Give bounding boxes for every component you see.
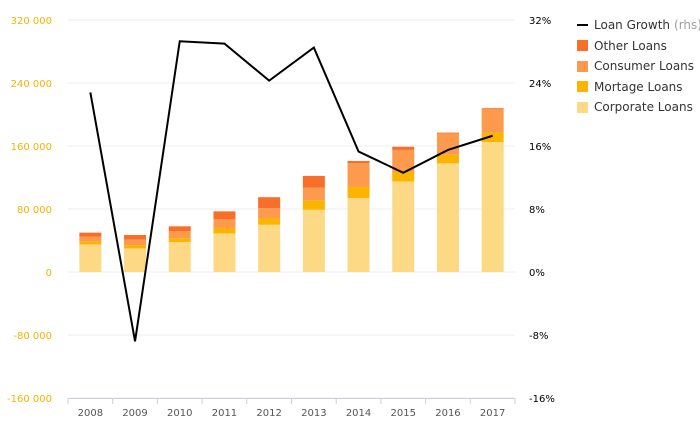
legend-color-swatch xyxy=(577,81,588,93)
bar-corporate-loans xyxy=(79,244,102,272)
x-axis-tick-label: 2010 xyxy=(167,408,192,419)
legend-label-suffix: (rhs) xyxy=(674,18,700,33)
x-axis-tick-label: 2015 xyxy=(391,408,416,419)
right-axis-tick-label: 32% xyxy=(529,16,551,27)
x-axis-tick-label: 2009 xyxy=(122,408,147,419)
x-axis-tick-label: 2012 xyxy=(256,408,281,419)
bar-corporate-loans xyxy=(347,197,370,272)
loan-growth-line xyxy=(89,40,493,342)
legend-item[interactable]: Mortage Loans xyxy=(577,77,695,98)
bar-corporate-loans xyxy=(302,209,325,272)
legend-item[interactable]: Other Loans xyxy=(577,36,695,57)
right-axis-tick-label: -8% xyxy=(529,331,548,342)
x-axis-tick-label: 2014 xyxy=(346,408,371,419)
bar-consumer-loans xyxy=(302,187,325,201)
legend-color-swatch xyxy=(577,101,588,113)
bar-other-loans xyxy=(124,234,147,240)
legend-label: Other Loans xyxy=(594,38,667,53)
legend-item[interactable]: Loan Growth (rhs) xyxy=(577,15,700,36)
legend-label: Corporate Loans xyxy=(594,100,693,115)
x-axis-tick-label: 2011 xyxy=(212,408,237,419)
bar-mortage-loans xyxy=(168,238,191,243)
bar-corporate-loans xyxy=(481,142,504,272)
bar-other-loans xyxy=(436,132,459,134)
bar-consumer-loans xyxy=(436,133,459,155)
bar-consumer-loans xyxy=(79,236,102,242)
bar-mortage-loans xyxy=(481,132,504,143)
legend-color-swatch xyxy=(577,60,588,72)
legend-item[interactable]: Corporate Loans xyxy=(577,97,695,118)
bar-other-loans xyxy=(168,226,191,232)
right-axis-tick-label: 0% xyxy=(529,268,545,279)
bar-other-loans xyxy=(481,108,504,109)
bar-consumer-loans xyxy=(392,149,415,172)
bar-other-loans xyxy=(79,232,102,237)
x-axis-tick-label: 2016 xyxy=(435,408,460,419)
bar-other-loans xyxy=(347,160,370,164)
bar-other-loans xyxy=(302,175,325,188)
bar-consumer-loans xyxy=(168,231,191,239)
bar-mortage-loans xyxy=(213,227,236,234)
bar-consumer-loans xyxy=(258,208,281,219)
bar-mortage-loans xyxy=(258,218,281,225)
left-axis-tick-label: 240 000 xyxy=(11,79,52,90)
left-axis-tick-label: 80 000 xyxy=(17,205,52,216)
bar-consumer-loans xyxy=(213,219,236,228)
right-axis-tick-label: -16% xyxy=(529,394,555,405)
bar-mortage-loans xyxy=(79,241,102,245)
right-axis-tick-label: 16% xyxy=(529,142,551,153)
legend-label: Consumer Loans xyxy=(594,59,695,74)
x-axis-tick-label: 2017 xyxy=(480,408,505,419)
bar-mortage-loans xyxy=(392,171,415,182)
left-axis-tick-label: -80 000 xyxy=(13,331,52,342)
bar-corporate-loans xyxy=(124,248,147,272)
x-axis-tick-label: 2008 xyxy=(78,408,103,419)
bar-corporate-loans xyxy=(392,181,415,272)
right-axis-tick-label: 24% xyxy=(529,79,551,90)
bar-mortage-loans xyxy=(302,200,325,210)
bar-mortage-loans xyxy=(124,245,147,249)
legend: Loan Growth (rhs) Other Loans Consumer Loan… xyxy=(577,15,700,118)
right-axis-tick-label: 8% xyxy=(529,205,545,216)
bar-mortage-loans xyxy=(436,154,459,164)
bar-corporate-loans xyxy=(213,233,236,272)
x-axis-tick-label: 2013 xyxy=(301,408,326,419)
bar-corporate-loans xyxy=(258,224,281,272)
bar-consumer-loans xyxy=(124,239,147,246)
legend-label: Loan Growth xyxy=(594,18,671,33)
left-axis-tick-label: 320 000 xyxy=(11,16,52,27)
bar-other-loans xyxy=(258,197,281,209)
legend-label: Mortage Loans xyxy=(594,79,683,94)
bar-other-loans xyxy=(392,146,415,150)
left-axis-tick-label: -160 000 xyxy=(7,394,52,405)
bar-other-loans xyxy=(213,211,236,220)
bar-consumer-loans xyxy=(347,163,370,187)
bar-corporate-loans xyxy=(168,242,191,272)
bar-consumer-loans xyxy=(481,108,504,133)
bar-corporate-loans xyxy=(436,163,459,272)
legend-item[interactable]: Consumer Loans xyxy=(577,56,695,77)
legend-color-swatch xyxy=(577,40,588,52)
left-axis-tick-label: 0 xyxy=(46,268,52,279)
left-axis-tick-label: 160 000 xyxy=(11,142,52,153)
bar-mortage-loans xyxy=(347,186,370,198)
legend-line-swatch xyxy=(577,24,588,27)
